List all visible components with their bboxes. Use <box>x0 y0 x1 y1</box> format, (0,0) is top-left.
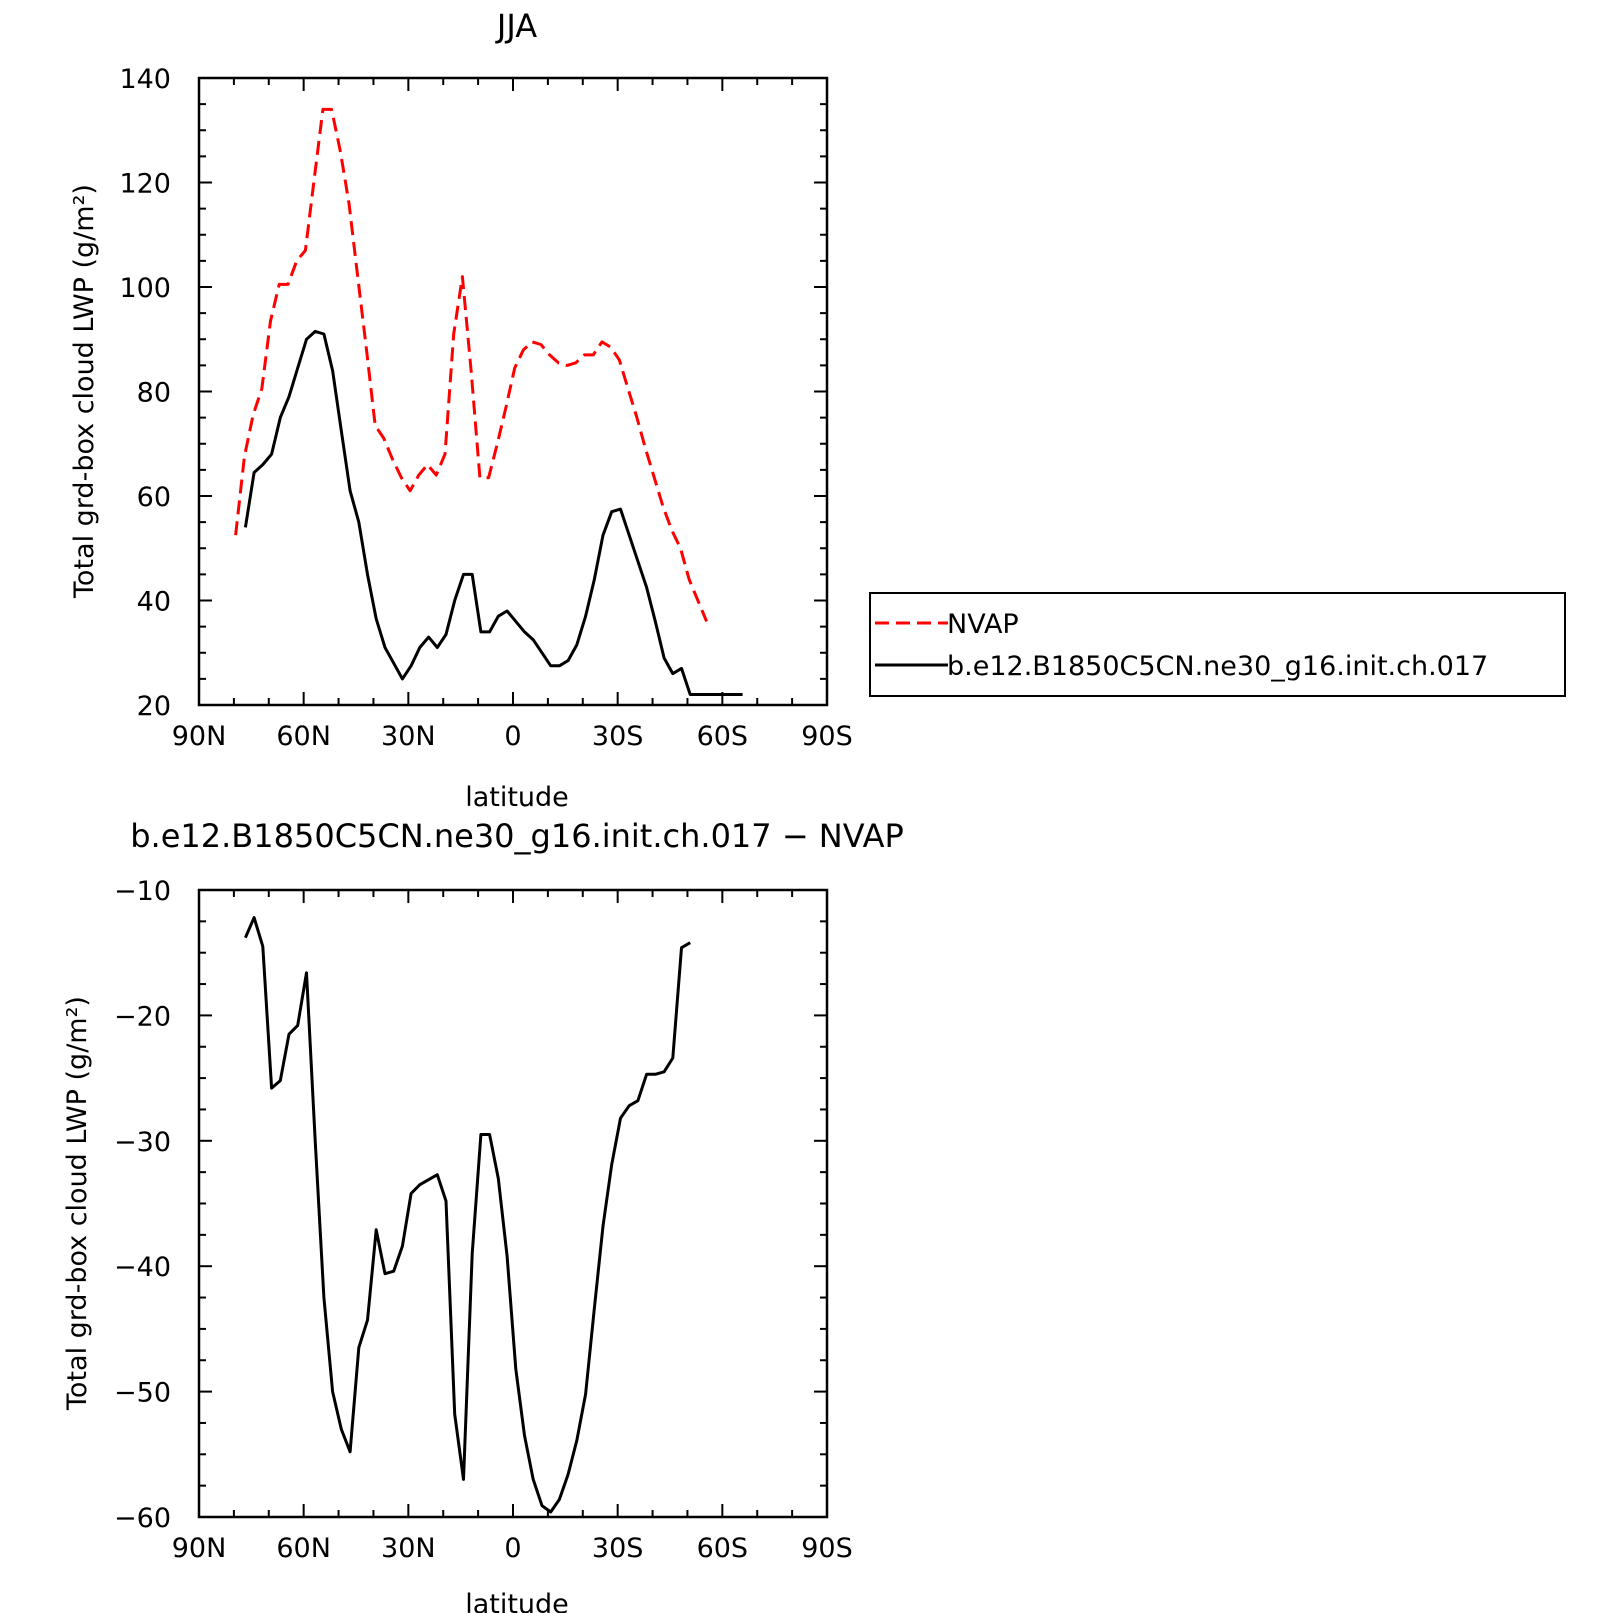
top-panel: JJA 90N 60N 30N 0 30S 60S 90S 20 40 60 80 100 120 14… <box>69 7 1566 813</box>
y-tick-label: −10 <box>114 876 171 907</box>
y-tick-label: 140 <box>119 64 171 95</box>
x-tick-label: 60N <box>276 721 331 752</box>
top-y-axis-title: Total grd-box cloud LWP (g/m²) <box>69 184 100 599</box>
top-plot-frame <box>197 76 829 707</box>
y-tick-label: −30 <box>114 1127 171 1158</box>
legend-box <box>869 592 1566 697</box>
legend: NVAP b.e12.B1850C5CN.ne30_g16.init.ch.01… <box>869 592 1566 697</box>
y-tick-label: 60 <box>137 482 171 513</box>
x-tick-label: 90S <box>801 1533 853 1564</box>
bottom-y-tick-labels: −60 −50 −40 −30 −20 −10 <box>114 876 171 1534</box>
y-tick-label: 40 <box>137 587 171 618</box>
bottom-chart-title: b.e12.B1850C5CN.ne30_g16.init.ch.017 − N… <box>130 817 904 855</box>
legend-label-nvap: NVAP <box>947 609 1019 640</box>
x-tick-label: 30N <box>381 1533 436 1564</box>
y-tick-label: −60 <box>114 1503 171 1534</box>
legend-label-model: b.e12.B1850C5CN.ne30_g16.init.ch.017 <box>947 651 1488 682</box>
y-tick-label: 100 <box>119 273 171 304</box>
bottom-panel: b.e12.B1850C5CN.ne30_g16.init.ch.017 − N… <box>62 817 904 1613</box>
x-tick-label: 60S <box>697 721 749 752</box>
top-x-axis-title: latitude <box>465 782 569 813</box>
top-axis-ticks <box>198 77 828 706</box>
bottom-x-tick-labels: 90N 60N 30N 0 30S 60S 90S <box>172 1533 853 1564</box>
y-tick-label: −20 <box>114 1001 171 1032</box>
bottom-axis-ticks <box>198 889 828 1518</box>
x-tick-label: 90N <box>172 721 227 752</box>
x-tick-label: 90N <box>172 1533 227 1564</box>
bottom-x-axis-title: latitude <box>465 1589 569 1613</box>
top-y-tick-labels: 20 40 60 80 100 120 140 <box>119 64 171 722</box>
top-chart-title: JJA <box>495 7 537 45</box>
x-tick-label: 0 <box>504 721 521 752</box>
y-tick-label: 120 <box>119 169 171 200</box>
y-tick-label: −40 <box>114 1252 171 1283</box>
x-tick-label: 60S <box>697 1533 749 1564</box>
series-line <box>244 916 691 1514</box>
top-x-tick-labels: 90N 60N 30N 0 30S 60S 90S <box>172 721 853 752</box>
x-tick-label: 30S <box>592 721 644 752</box>
x-tick-label: 90S <box>801 721 853 752</box>
series-line <box>234 107 708 622</box>
x-tick-label: 0 <box>504 1533 521 1564</box>
y-tick-label: −50 <box>114 1378 171 1409</box>
series-line <box>243 329 743 696</box>
y-tick-label: 80 <box>137 378 171 409</box>
bottom-plot-frame <box>197 888 829 1519</box>
top-series-lines <box>234 107 743 696</box>
x-tick-label: 60N <box>276 1533 331 1564</box>
x-tick-label: 30N <box>381 721 436 752</box>
x-tick-label: 30S <box>592 1533 644 1564</box>
bottom-series-lines <box>244 916 691 1514</box>
y-tick-label: 20 <box>137 691 171 722</box>
bottom-y-axis-title: Total grd-box cloud LWP (g/m²) <box>62 996 93 1411</box>
